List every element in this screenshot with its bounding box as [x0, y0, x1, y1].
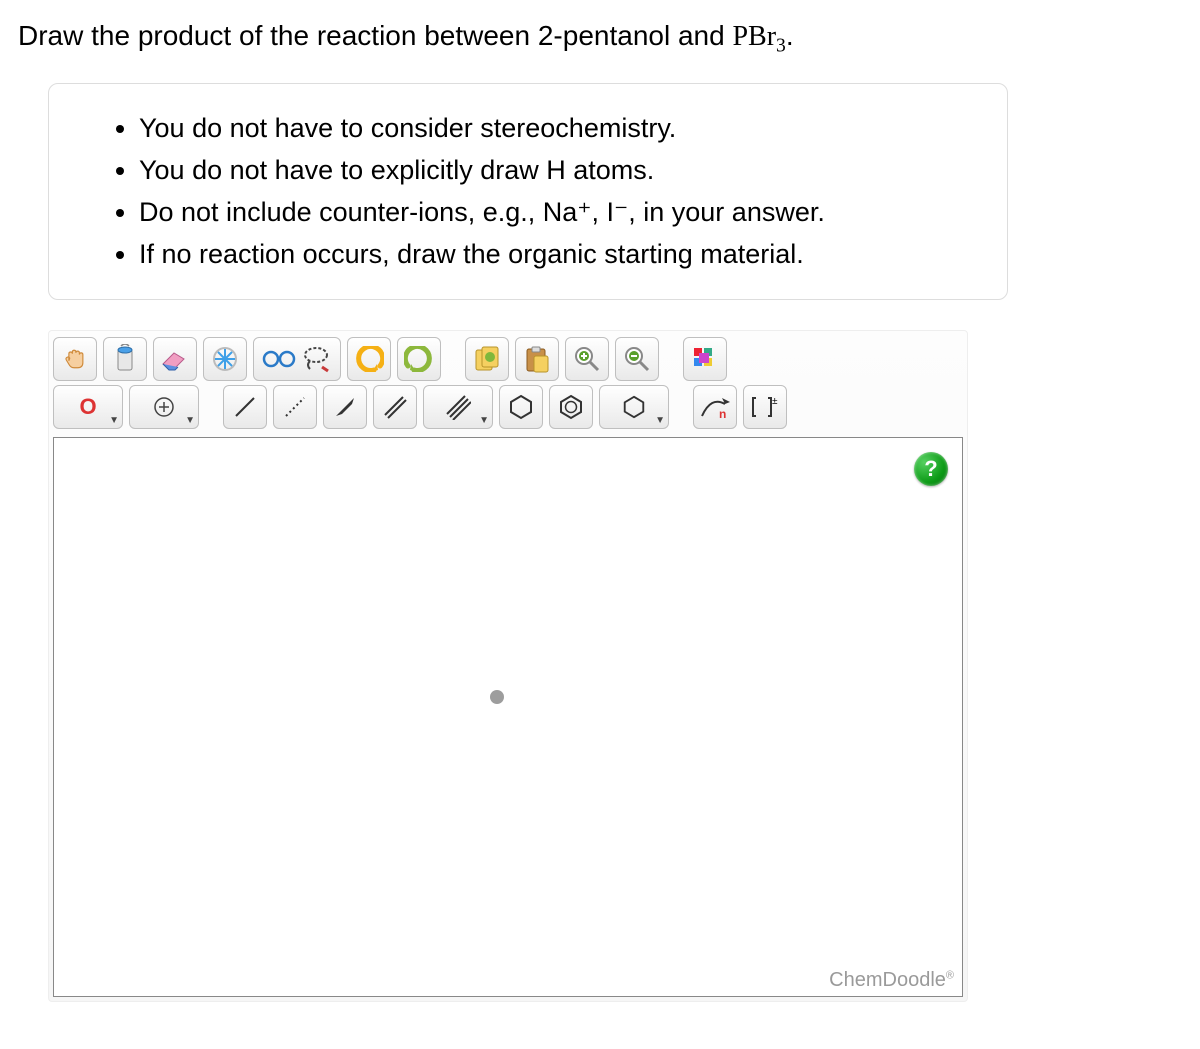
glasses-lasso[interactable]	[253, 337, 341, 381]
help-label: ?	[924, 456, 937, 482]
chevron-down-icon: ▼	[479, 415, 489, 426]
toolbar-row-1	[53, 335, 963, 383]
chevron-down-icon: ▼	[655, 415, 665, 426]
charge-picker[interactable]: ▼	[129, 385, 199, 429]
curve-arrow[interactable]: n	[693, 385, 737, 429]
double-bond-icon	[382, 394, 408, 420]
paste-icon	[523, 345, 551, 373]
reagent: PBr3	[732, 21, 785, 52]
color-icon	[691, 345, 719, 373]
move-tool[interactable]	[53, 337, 97, 381]
cyclohexane[interactable]	[499, 385, 543, 429]
canvas-dot	[490, 690, 504, 704]
eraser-icon	[160, 346, 190, 372]
zoom-in-button[interactable]	[565, 337, 609, 381]
ring-other[interactable]: ▼	[599, 385, 669, 429]
zoom-out-icon	[623, 345, 651, 373]
bracket[interactable]: ±	[743, 385, 787, 429]
redo-button[interactable]	[397, 337, 441, 381]
triple-bond-icon	[445, 394, 471, 420]
paste-button[interactable]	[515, 337, 559, 381]
chemdoodle-editor: O ▼ ▼	[48, 330, 968, 1002]
eraser[interactable]	[153, 337, 197, 381]
paint-can-icon	[112, 344, 138, 374]
instruction-item: You do not have to consider stereochemis…	[139, 108, 967, 150]
double-bond[interactable]	[373, 385, 417, 429]
undo-icon	[354, 346, 384, 372]
clear[interactable]	[203, 337, 247, 381]
hexagon-icon	[507, 393, 535, 421]
hand-icon	[61, 345, 89, 373]
drawing-canvas[interactable]: ? ChemDoodle®	[53, 437, 963, 997]
chevron-down-icon: ▼	[109, 415, 119, 426]
triple-bond[interactable]: ▼	[423, 385, 493, 429]
snowflake-icon	[211, 345, 239, 373]
paint-can[interactable]	[103, 337, 147, 381]
svg-text:n: n	[719, 407, 726, 420]
dotted-bond-icon	[282, 394, 308, 420]
instructions-panel: You do not have to consider stereochemis…	[48, 83, 1008, 300]
question-text: Draw the product of the reaction between…	[18, 18, 1182, 59]
element-label: O	[79, 394, 96, 420]
instruction-item: If no reaction occurs, draw the organic …	[139, 234, 967, 276]
dotted-bond[interactable]	[273, 385, 317, 429]
lasso-icon	[300, 345, 332, 373]
zoom-out-button[interactable]	[615, 337, 659, 381]
plus-circle-icon	[153, 396, 175, 418]
benzene-icon	[557, 393, 585, 421]
glasses-icon	[262, 347, 296, 371]
bracket-icon: ±	[750, 394, 780, 420]
chevron-down-icon: ▼	[185, 415, 195, 426]
zoom-in-icon	[573, 345, 601, 373]
instruction-item: Do not include counter-ions, e.g., Na⁺, …	[139, 192, 967, 234]
ring-other-icon	[621, 394, 647, 420]
redo-icon	[404, 346, 434, 372]
wedge-bond[interactable]	[323, 385, 367, 429]
undo-button[interactable]	[347, 337, 391, 381]
element-picker[interactable]: O ▼	[53, 385, 123, 429]
color-button[interactable]	[683, 337, 727, 381]
copy-icon	[473, 345, 501, 373]
help-button[interactable]: ?	[914, 452, 948, 486]
curve-arrow-icon: n	[699, 394, 731, 420]
copy-button[interactable]	[465, 337, 509, 381]
toolbar-row-2: O ▼ ▼	[53, 383, 963, 431]
benzene[interactable]	[549, 385, 593, 429]
instruction-item: You do not have to explicitly draw H ato…	[139, 150, 967, 192]
wedge-bond-icon	[332, 394, 358, 420]
question-prefix: Draw the product of the reaction between…	[18, 20, 732, 51]
svg-text:±: ±	[772, 396, 778, 407]
single-bond[interactable]	[223, 385, 267, 429]
brand-label: ChemDoodle®	[829, 969, 954, 992]
single-bond-icon	[232, 394, 258, 420]
